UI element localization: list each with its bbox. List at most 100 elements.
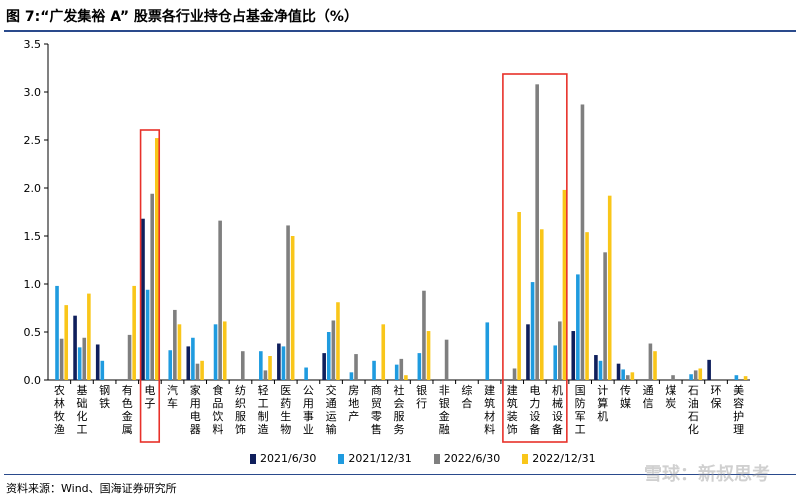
bar-公用事业-2021/12/31 [304,367,308,380]
bar-电子-2021/6/30 [141,218,145,380]
y-tick-label: 0.0 [24,374,42,387]
footer-divider [4,474,796,475]
x-tick-label: 社会服务 [394,383,405,436]
bar-美容护理-2022/12/31 [743,376,748,380]
bar-电力设备-2022/12/31 [539,229,544,380]
bar-轻工制造-2022/12/31 [268,356,272,380]
bar-家用电器-2021/12/31 [191,337,195,380]
y-tick-label: 1.0 [24,278,42,291]
bar-银行-2021/12/31 [417,353,422,380]
bar-计算机-2021/6/30 [594,355,598,380]
watermark-text: 雪球：新叔思考 [644,464,770,485]
bar-传媒-2021/12/31 [621,369,625,380]
highlight-box-0 [139,129,161,443]
x-tick-label: 传媒 [620,384,631,410]
bar-社会服务-2022/6/30 [399,358,404,380]
x-tick-label: 计算机 [597,384,608,423]
bar-国防军工-2021/6/30 [571,331,576,380]
bar-汽车-2021/12/31 [168,350,173,380]
x-tick-label: 房地产 [348,384,359,423]
bar-钢铁-2021/12/31 [100,360,105,380]
bar-食品饮料-2022/12/31 [222,321,227,380]
legend-swatch [522,453,529,464]
x-tick-label: 农林牧渔 [54,383,65,436]
x-tick-label: 建筑材料 [484,383,495,436]
bar-非银金融-2022/6/30 [444,339,449,380]
bar-医药生物-2022/6/30 [286,225,290,380]
bar-国防军工-2021/12/31 [576,274,580,380]
title-divider [4,30,796,32]
bar-传媒-2022/12/31 [630,372,635,380]
bar-基础化工-2022/12/31 [87,293,91,380]
bar-计算机-2021/12/31 [598,360,603,380]
chart-title: 图 7:“广发集裕 A” 股票各行业持仓占基金净值比（%） [6,9,358,25]
legend-label: 2022/12/31 [532,452,596,465]
legend-label: 2022/6/30 [443,452,501,465]
bar-基础化工-2022/6/30 [82,337,87,380]
bar-社会服务-2021/12/31 [394,364,399,380]
source-note: 资料来源：Wind、国海证券研究所 [6,482,177,495]
bar-建筑材料-2021/12/31 [485,322,490,380]
bar-电力设备-2021/6/30 [526,324,530,380]
bar-有色金属-2022/12/31 [132,285,136,380]
bar-交通运输-2021/12/31 [326,332,331,380]
x-tick-label: 基础化工 [76,384,87,436]
bar-传媒-2021/6/30 [616,363,621,380]
bar-基础化工-2021/6/30 [73,315,77,380]
y-tick-label: 3.5 [24,38,42,51]
bar-商贸零售-2021/12/31 [372,360,376,380]
x-tick-label: 国防军工 [575,384,586,436]
x-tick-label: 环保 [711,384,722,410]
x-tick-label: 建筑装饰 [507,383,518,436]
x-tick-label: 医药生物 [280,384,291,436]
bar-石油石化-2021/12/31 [689,374,693,380]
x-tick-label: 电子 [144,384,155,410]
x-tick-label: 非银金融 [439,384,450,436]
x-tick-label: 通信 [643,384,654,410]
highlight-box-1 [502,73,568,443]
bar-医药生物-2021/6/30 [277,343,281,380]
bar-传媒-2022/6/30 [625,375,630,380]
bar-交通运输-2021/6/30 [322,353,326,380]
y-tick-label: 2.0 [24,182,42,195]
bar-计算机-2022/6/30 [603,252,607,380]
chart-legend: 2021/6/30 2021/12/31 2022/6/30 2022/12/31 [250,452,596,465]
bar-有色金属-2022/6/30 [127,334,132,380]
bar-电子-2022/12/31 [155,138,159,380]
bar-计算机-2022/12/31 [607,195,612,380]
legend-label: 2021/6/30 [260,452,317,465]
bar-农林牧渔-2021/12/31 [55,285,59,380]
bar-石油石化-2022/6/30 [693,370,698,380]
x-tick-label: 交通运输 [326,383,337,436]
bar-通信-2022/6/30 [648,343,653,380]
bar-国防军工-2022/6/30 [580,104,585,380]
bar-环保-2021/6/30 [707,359,711,380]
x-tick-label: 电力设备 [529,384,540,436]
x-tick-label: 公用事业 [303,384,314,436]
bar-煤炭-2022/6/30 [671,375,675,380]
bar-医药生物-2021/12/31 [281,346,286,380]
bar-银行-2022/12/31 [426,331,431,380]
bar-家用电器-2022/12/31 [200,360,204,380]
x-tick-label: 纺织服饰 [235,383,246,436]
y-tick-label: 1.5 [24,230,42,243]
x-tick-label: 家用电器 [190,383,201,436]
legend-item: 2022/6/30 [433,452,501,465]
bar-国防军工-2022/12/31 [585,232,589,380]
x-tick-label: 石油石化 [688,384,699,436]
y-tick-label: 0.5 [24,326,42,339]
bar-家用电器-2022/6/30 [195,363,200,380]
bar-通信-2022/12/31 [653,351,657,380]
legend-swatch [338,453,345,464]
legend-item: 2022/12/31 [522,452,596,465]
bar-钢铁-2021/6/30 [95,344,100,380]
bar-轻工制造-2021/12/31 [259,351,263,380]
bar-房地产-2021/12/31 [349,372,354,380]
legend-item: 2021/12/31 [338,452,412,465]
bar-纺织服饰-2022/6/30 [240,351,245,380]
legend-label: 2021/12/31 [348,452,412,465]
x-tick-label: 美容护理 [733,384,744,436]
bar-交通运输-2022/12/31 [336,302,340,380]
bar-家用电器-2021/6/30 [186,346,191,380]
